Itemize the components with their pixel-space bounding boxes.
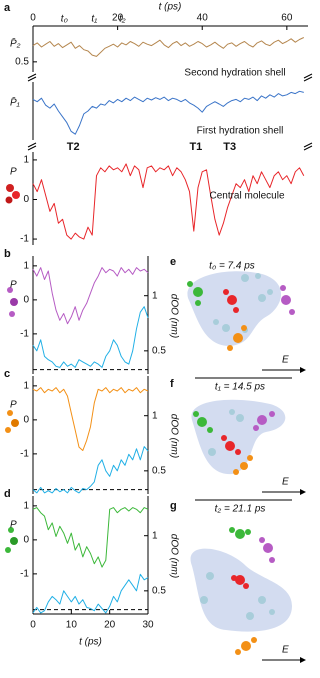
y-tick-label: -1 <box>20 329 29 340</box>
series-line <box>32 37 305 57</box>
diagram-e: e t₀ = 7.4 ps E <box>170 256 306 373</box>
panel-label: d <box>4 488 11 500</box>
series-label: Central molecule <box>209 191 284 202</box>
y2-tick-label: 0.5 <box>152 465 166 476</box>
time-label: t₂ = 21.1 ps <box>215 504 266 515</box>
x-tick-label: 40 <box>197 13 209 24</box>
y2-axis-label: dOO (nm) <box>168 414 179 458</box>
y-tick-label: 0.5 <box>15 56 29 67</box>
series-line <box>32 306 149 368</box>
y-tick-label: -1 <box>20 449 29 460</box>
x-tick-label: 0 <box>30 13 36 24</box>
series-label: First hydration shell <box>197 126 284 137</box>
series-line <box>32 90 304 135</box>
y2-tick-label: 1 <box>152 530 158 541</box>
series-line <box>32 163 305 240</box>
y-tick-label: 1 <box>23 261 29 272</box>
y-tick-label: 0 <box>23 415 29 426</box>
annotation: T1 <box>189 141 202 153</box>
series-line <box>32 507 149 568</box>
y-tick-label: 1 <box>23 501 29 512</box>
annotation: T3 <box>223 141 236 153</box>
y-axis-label: P <box>10 400 17 411</box>
molecule-icons <box>5 184 20 553</box>
panel-label: a <box>4 2 11 14</box>
diagram-g: g t₂ = 21.1 ps E <box>170 499 306 663</box>
y-tick-label: 1 <box>23 381 29 392</box>
x-tick-label: 60 <box>281 13 293 24</box>
x-tick-label: 20 <box>112 13 124 24</box>
x-tick-label: 20 <box>104 620 116 631</box>
panel-label: e <box>170 256 176 268</box>
x-tick-label: 0 <box>30 620 36 631</box>
y-axis-label: P̄₁ <box>10 96 20 109</box>
y-tick-label: -1 <box>20 569 29 580</box>
x-axis-label: t (ps) <box>159 2 182 13</box>
annotation: T2 <box>67 141 80 153</box>
y-tick-label: 0 <box>23 194 29 205</box>
panel-label: g <box>170 500 177 512</box>
field-label: E <box>282 477 289 488</box>
y2-tick-label: 1 <box>152 410 158 421</box>
x-axis-label: t (ps) <box>79 637 102 648</box>
panel-label: f <box>170 378 174 390</box>
x-tick-label: 10 <box>66 620 78 631</box>
time-label: t₀ = 7.4 ps <box>209 261 255 272</box>
annotation: t₀ <box>61 14 68 25</box>
y-tick-label: 0 <box>23 295 29 306</box>
y2-axis-label: dOO (nm) <box>168 534 179 578</box>
y-tick-label: -1 <box>20 234 29 245</box>
annotation: t₂ <box>119 14 126 25</box>
field-label: E <box>282 645 289 656</box>
y-axis-label: P <box>10 167 17 178</box>
axis-breaks <box>27 73 313 151</box>
y-axis-label: P <box>10 520 17 531</box>
series-line <box>32 387 149 451</box>
annotation: t₁ <box>91 14 97 25</box>
y2-axis-label: dOO (nm) <box>168 294 179 338</box>
series-line <box>32 267 149 325</box>
y2-tick-label: 0.5 <box>152 345 166 356</box>
series-line <box>32 573 149 614</box>
y-axis-label: P̄₂ <box>10 37 21 50</box>
y-axis-label: P <box>10 280 17 291</box>
y2-tick-label: 1 <box>152 290 158 301</box>
series-label: Second hydration shell <box>184 68 285 79</box>
series-line <box>32 446 149 494</box>
panel-label: c <box>4 368 10 380</box>
time-label: t₁ = 14.5 ps <box>215 382 265 393</box>
diagram-f: f t₁ = 14.5 ps E <box>170 377 306 495</box>
y-tick-label: 0 <box>23 535 29 546</box>
panel-label: b <box>4 248 11 260</box>
field-label: E <box>282 355 289 366</box>
x-tick-label: 30 <box>142 620 154 631</box>
y2-tick-label: 0.5 <box>152 585 166 596</box>
y-tick-label: 1 <box>23 155 29 166</box>
